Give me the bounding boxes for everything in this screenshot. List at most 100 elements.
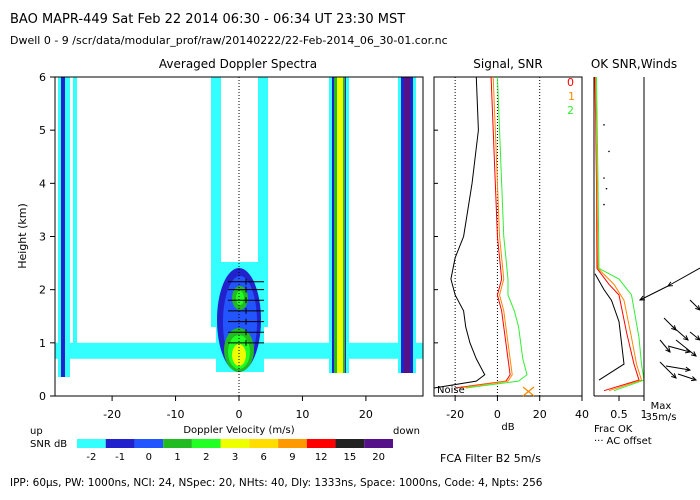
- blob-upper-light: [236, 291, 244, 305]
- ac-offset-dot: [603, 203, 605, 206]
- spectra-x-tick-label: 10: [295, 408, 309, 421]
- wind-arrowhead-4: [665, 347, 671, 353]
- spectra-y-tick-label: 3: [39, 231, 46, 244]
- colorbar-tick-label: -1: [115, 452, 125, 463]
- colorbar-tick-label: 3: [232, 452, 238, 463]
- ac-offset-dot: [608, 150, 610, 153]
- fca-filter-label: FCA Filter B2 5m/s: [440, 452, 541, 465]
- wind-arrowhead-9: [690, 376, 698, 382]
- colorbar-tick-label: 9: [289, 452, 295, 463]
- max-wind-value: 35m/s: [645, 412, 676, 423]
- colorbar-tick-label: 2: [203, 452, 209, 463]
- colorbar-swatch: [105, 439, 135, 448]
- spectra-title: Averaged Doppler Spectra: [159, 57, 317, 71]
- legend-entry-2: 2: [567, 104, 574, 117]
- colorbar-swatch: [191, 439, 221, 448]
- ac-offset-label: ··· AC offset: [594, 436, 652, 447]
- frac-ok-curve-1: [595, 77, 643, 392]
- colorbar-tick-label: -2: [86, 452, 96, 463]
- colorbar-swatch: [306, 439, 336, 448]
- wind-arrow-11: [689, 299, 700, 311]
- winds-x-tick-label: 1: [641, 408, 648, 421]
- colorbar-tick-label: 20: [372, 452, 385, 463]
- header-file-path: Dwell 0 - 9 /scr/data/modular_prof/raw/2…: [10, 34, 448, 47]
- colorbar-swatch: [163, 439, 192, 448]
- colorbar-swatch: [249, 439, 279, 448]
- spectra-panel: Averaged Doppler Spectra -20 -10 0 10 20 0 1 2 3…: [16, 57, 424, 437]
- signal-x-tick-label: 0: [494, 408, 501, 421]
- clutter-column-yellow: [337, 77, 343, 373]
- spectra-y-tick-label: 1: [39, 337, 46, 350]
- wind-arrow-7: [659, 361, 677, 379]
- colorbar-label: SNR dB: [30, 439, 67, 450]
- signal-x-tick-label: -20: [446, 408, 464, 421]
- spectra-y-tick-label: 2: [39, 284, 46, 297]
- spectra-x-tick-label: 0: [236, 408, 243, 421]
- wind-arrowhead-8: [685, 366, 692, 372]
- colorbar-swatch: [335, 439, 365, 448]
- signal-x-tick-label: 40: [575, 408, 589, 421]
- up-label: up: [30, 426, 43, 437]
- wind-arrowhead-0: [638, 295, 646, 301]
- wind-arrow-6: [675, 339, 697, 357]
- colorbar-swatch: [134, 439, 164, 448]
- noise-cross-marker: [522, 386, 535, 397]
- wind-arrow-0: [639, 285, 669, 301]
- spectra-y-tick-label: 0: [39, 390, 46, 403]
- spectra-y-tick-label: 4: [39, 177, 46, 190]
- colorbar-tick-label: 0: [146, 452, 152, 463]
- signal-frame: [433, 76, 583, 397]
- frac-ok-curve-0: [594, 77, 640, 392]
- signal-series-red: [455, 77, 511, 389]
- ac-offset-dot: [605, 187, 608, 190]
- colorbar-swatch: [364, 439, 393, 448]
- legend-entry-1: 1: [568, 90, 575, 103]
- frac-ok-curve-3: [594, 273, 625, 381]
- signal-panel: Signal, SNR -20 0 20 40 dB Noise: [433, 57, 589, 433]
- snr-colorbar: SNR dB -2 -1 0 1 2 3 6 9 12 15 20: [30, 439, 393, 463]
- heatmap-center-column-right: [258, 77, 268, 327]
- wind-arrowhead-1: [666, 281, 674, 287]
- signal-series-orange: [459, 77, 513, 389]
- wind-arrowhead-3: [683, 335, 689, 341]
- wind-arrow-4: [659, 339, 671, 353]
- wind-barbs: [638, 267, 700, 382]
- colorbar-tick-label: 1: [174, 452, 180, 463]
- wind-arrowhead-10: [695, 335, 700, 341]
- legend-entry-0: 0: [567, 76, 574, 89]
- wind-arrowhead-7: [671, 373, 677, 379]
- wind-arrowhead-11: [695, 305, 700, 311]
- spectra-x-tick-label: -20: [103, 408, 121, 421]
- max-label: Max: [651, 401, 672, 412]
- winds-panel: OK SNR,Winds 0.5 1 0 1 2 Frac OK ··· AC of…: [567, 57, 700, 447]
- spectra-y-axis-label: Height (km): [16, 203, 29, 269]
- colorbar-swatch: [220, 439, 250, 448]
- down-label: down: [393, 426, 420, 437]
- frac-ok-label: Frac OK: [594, 424, 633, 435]
- wind-arrow-5: [667, 345, 691, 353]
- wind-arrow-10: [689, 331, 700, 341]
- wind-arrow-9: [677, 373, 697, 381]
- frac-ok-curve-2: [596, 77, 644, 392]
- winds-x-tick-label: 0.5: [610, 408, 628, 421]
- colorbar-tick-label: 12: [315, 452, 328, 463]
- signal-x-axis-label: dB: [501, 422, 514, 433]
- footer-params: IPP: 60μs, PW: 1000ns, NCI: 24, NSpec: 2…: [10, 477, 543, 489]
- noise-label: Noise: [437, 385, 465, 396]
- ac-offset-dot: [603, 124, 605, 126]
- wind-arrowhead-6: [691, 351, 697, 357]
- edge-column-core: [404, 77, 410, 373]
- colorbar-tick-label: 15: [344, 452, 357, 463]
- colorbar-swatch: [278, 439, 307, 448]
- spectra-y-tick-label: 6: [39, 71, 46, 84]
- blob-lower-yellow: [232, 344, 246, 366]
- wind-arrow-1: [667, 267, 700, 287]
- colorbar-tick-label: 6: [261, 452, 267, 463]
- signal-series-green: [465, 77, 528, 389]
- heatmap-left-column-core: [61, 77, 65, 377]
- wind-arrow-8: [665, 365, 691, 371]
- heatmap-left-column-2: [73, 77, 77, 357]
- spectra-x-tick-label: -10: [167, 408, 185, 421]
- header-title: BAO MAPR-449 Sat Feb 22 2014 06:30 - 06:…: [10, 12, 405, 27]
- ac-offset-dot: [603, 177, 605, 179]
